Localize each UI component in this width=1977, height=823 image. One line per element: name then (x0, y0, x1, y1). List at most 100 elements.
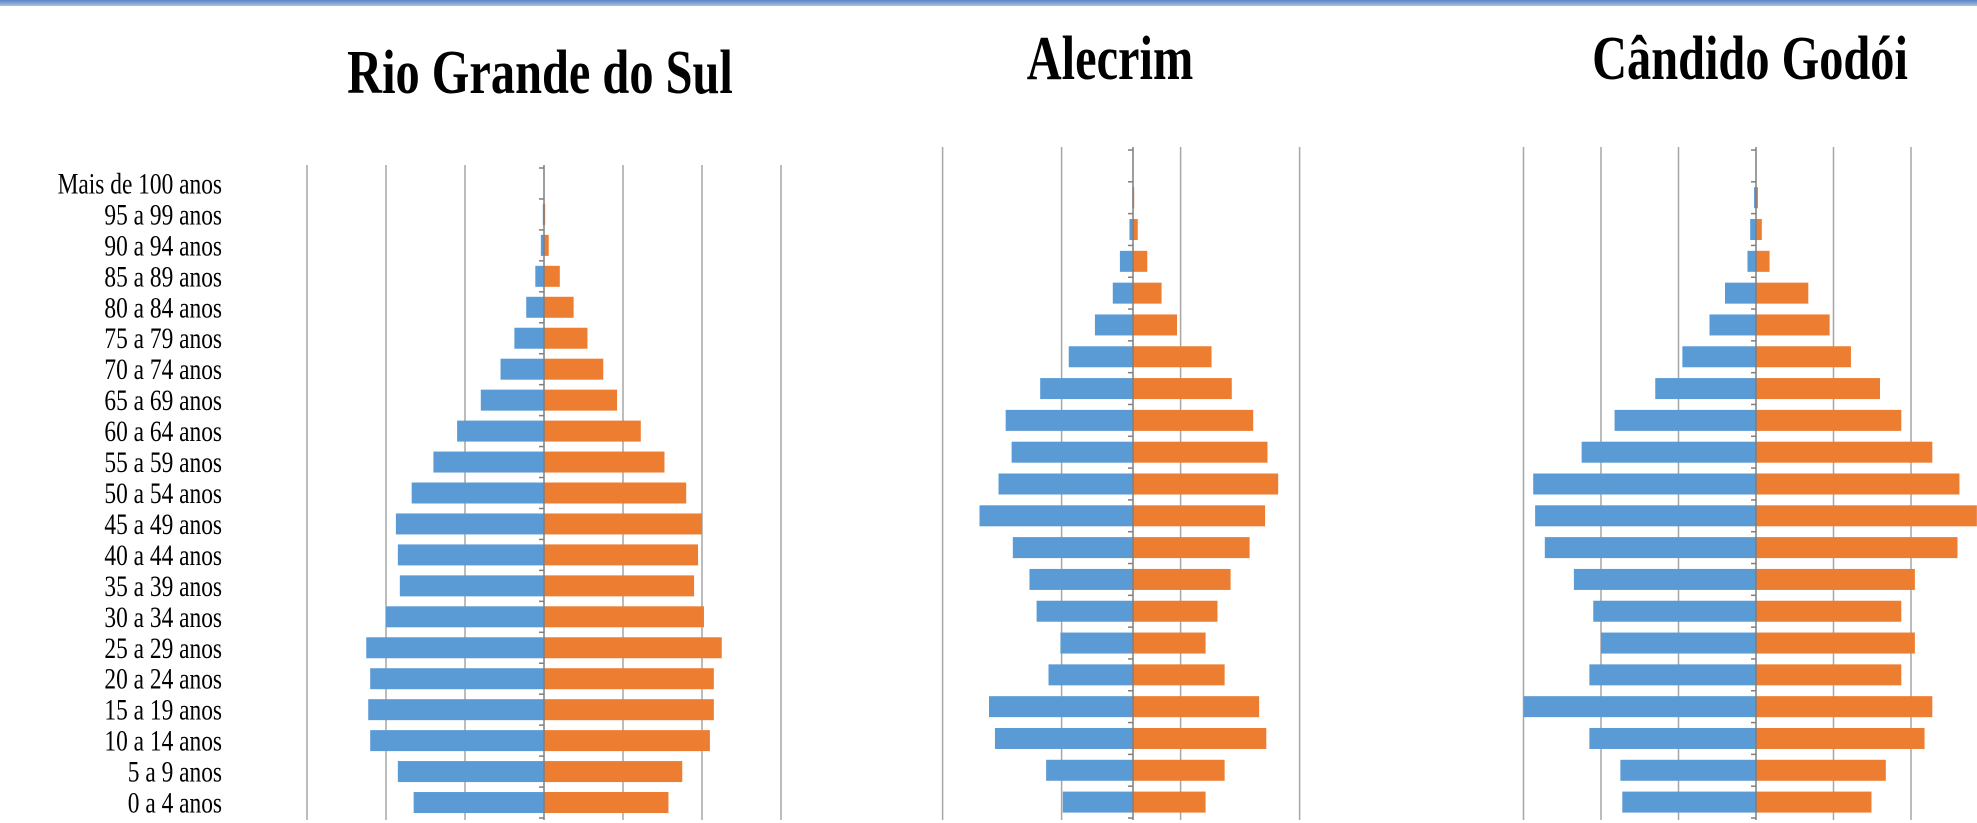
age-label: 35 a 39 anos (104, 569, 222, 602)
bar-right (544, 420, 641, 442)
bar-right (1133, 250, 1148, 272)
bar-right (1133, 441, 1268, 463)
age-label: 70 a 74 anos (104, 352, 222, 385)
bar-right (1133, 473, 1279, 495)
bar-right (544, 637, 722, 659)
bar-left (540, 234, 544, 256)
bar-left (514, 327, 544, 349)
bar-left (433, 451, 544, 473)
bar-left (413, 792, 544, 814)
bar-left (1094, 314, 1133, 336)
bar-right (1133, 696, 1260, 718)
age-label: 60 a 64 anos (104, 414, 222, 447)
bar-right (1756, 759, 1886, 781)
bar-right (1756, 632, 1915, 654)
bar-left (366, 637, 544, 659)
bar-left (1062, 791, 1133, 813)
bar-left (1068, 346, 1133, 368)
age-label: 5 a 9 anos (128, 755, 222, 788)
bar-left (1709, 314, 1756, 336)
bar-left (1005, 409, 1133, 431)
age-label: 30 a 34 anos (104, 600, 222, 633)
bar-right (1133, 314, 1178, 336)
bar-right (1756, 568, 1915, 590)
bar-left (979, 505, 1133, 527)
bar-right (544, 327, 588, 349)
bar-left (1581, 441, 1756, 463)
bar-left (1036, 600, 1133, 622)
bar-right (544, 544, 699, 566)
bar-right (1756, 346, 1851, 368)
bar-right (1133, 219, 1138, 241)
bar-left (1040, 378, 1133, 400)
bar-right (544, 730, 710, 752)
age-label: 40 a 44 anos (104, 538, 222, 571)
bar-left (1011, 441, 1133, 463)
bar-left (1622, 791, 1756, 813)
bar-right (1756, 187, 1758, 209)
age-label: 85 a 89 anos (104, 260, 222, 293)
age-label: Mais de 100 anos (58, 167, 222, 200)
bar-right (544, 699, 714, 721)
bar-right (1756, 600, 1902, 622)
bar-right (544, 451, 665, 473)
bar-right (1756, 441, 1933, 463)
bar-right (544, 761, 683, 783)
pyramid-candido-godoi (1522, 147, 1977, 820)
bar-right (1756, 664, 1902, 686)
bar-left (1601, 632, 1756, 654)
bar-right (1756, 537, 1958, 559)
bar-left (1682, 346, 1756, 368)
age-label: 90 a 94 anos (104, 229, 222, 262)
bar-left (457, 420, 544, 442)
bar-right (1133, 378, 1232, 400)
bar-left (370, 730, 544, 752)
age-label: 20 a 24 anos (104, 662, 222, 695)
bar-left (1535, 505, 1756, 527)
bar-right (1756, 282, 1809, 304)
age-label: 80 a 84 anos (104, 291, 222, 324)
bar-right (1756, 250, 1770, 272)
bar-left (397, 761, 544, 783)
bar-right (544, 265, 560, 287)
age-label: 15 a 19 anos (104, 693, 222, 726)
bar-right (1756, 791, 1872, 813)
bar-left (1655, 378, 1756, 400)
age-label: 0 a 4 anos (128, 786, 222, 819)
bar-left (1593, 600, 1756, 622)
bar-right (544, 668, 714, 690)
chart-title-candido-godoi: Cândido Godói (1592, 25, 1908, 93)
bar-right (1133, 600, 1218, 622)
bar-left (1614, 409, 1756, 431)
bar-right (544, 513, 702, 535)
bar-right (1756, 219, 1762, 241)
bar-left (399, 575, 544, 597)
bar-right (1133, 664, 1225, 686)
bar-left (1544, 537, 1756, 559)
bar-right (544, 606, 704, 628)
bar-right (544, 389, 618, 411)
bar-left (1747, 250, 1756, 272)
bar-left (994, 727, 1133, 749)
bar-left (370, 668, 544, 690)
bar-left (1119, 250, 1133, 272)
bar-right (544, 792, 669, 814)
bar-right (1756, 378, 1880, 400)
bar-right (1756, 473, 1960, 495)
age-label: 50 a 54 anos (104, 476, 222, 509)
bar-left (500, 358, 544, 380)
bar-left (1112, 282, 1133, 304)
bar-right (1133, 409, 1254, 431)
age-label: 10 a 14 anos (104, 724, 222, 757)
age-label: 55 a 59 anos (104, 445, 222, 478)
bar-left (395, 513, 544, 535)
bar-left (1620, 759, 1756, 781)
pyramid-alecrim (941, 147, 1301, 820)
bar-left (397, 544, 544, 566)
bar-left (411, 482, 544, 504)
bar-right (1133, 505, 1266, 527)
bar-left (1046, 759, 1133, 781)
age-label: 25 a 29 anos (104, 631, 222, 664)
